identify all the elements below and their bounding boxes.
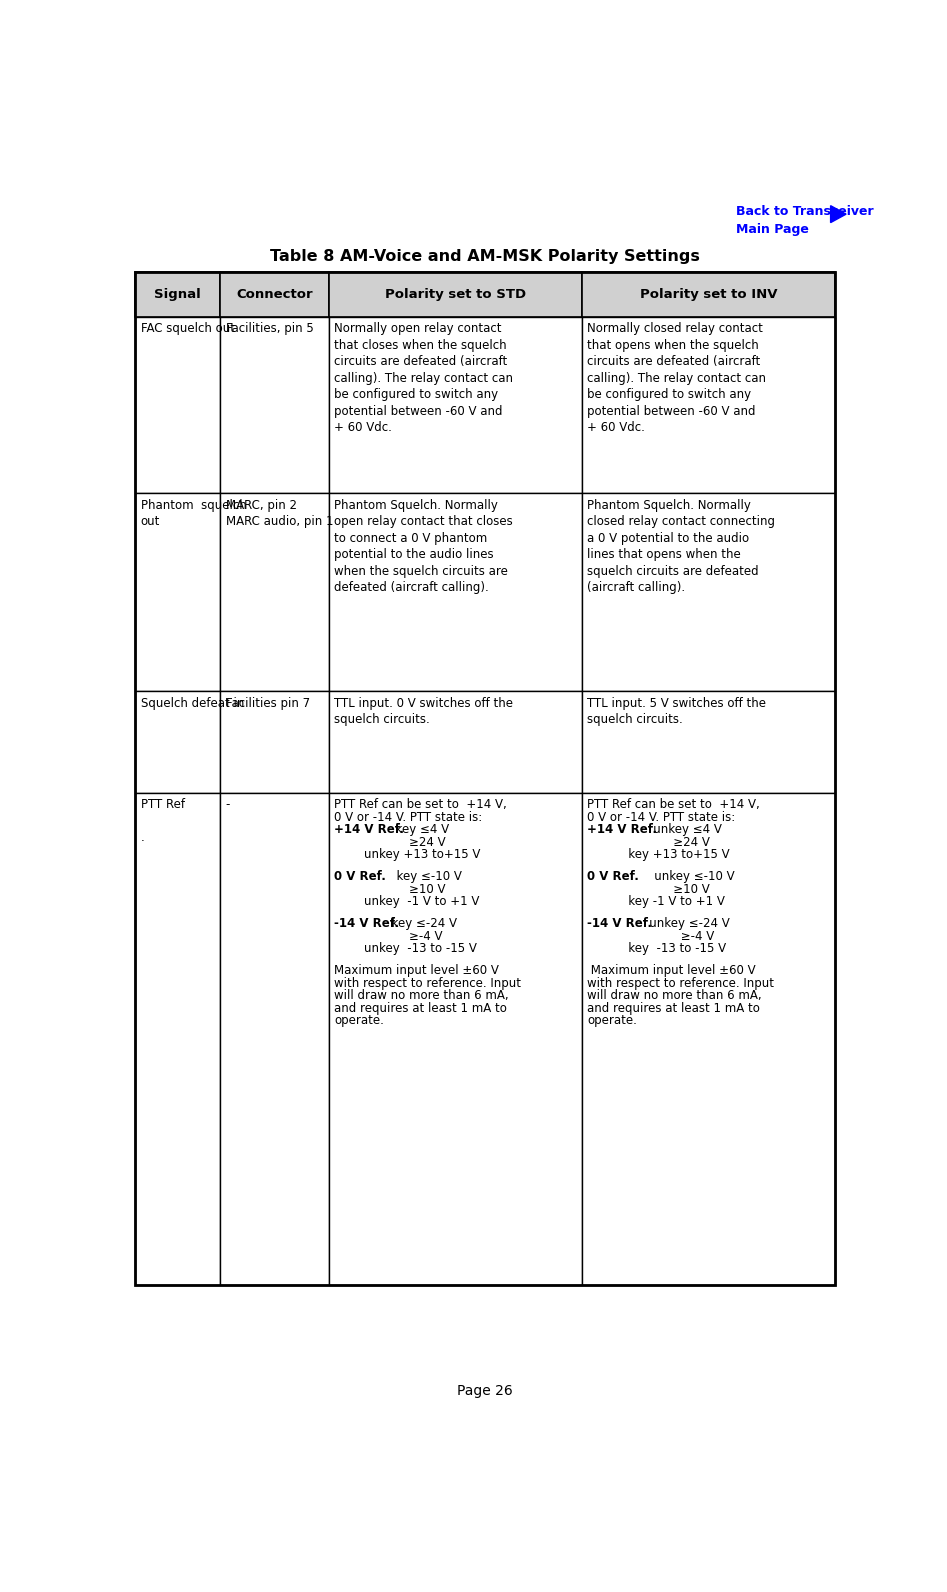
Text: +14 V Ref.: +14 V Ref. [587,823,657,836]
Text: Normally closed relay contact
that opens when the squelch
circuits are defeated : Normally closed relay contact that opens… [587,322,766,435]
Bar [135,317,220,494]
Text: with respect to reference. Input: with respect to reference. Input [334,977,521,990]
Text: ≥-4 V: ≥-4 V [334,930,442,942]
Text: -14 V Ref.: -14 V Ref. [334,917,399,930]
Text: Polarity set to INV: Polarity set to INV [640,288,777,301]
Bar [220,494,329,691]
Text: Facilities, pin 5: Facilities, pin 5 [225,322,313,336]
Text: ≥10 V: ≥10 V [334,884,445,896]
Text: ≥-4 V: ≥-4 V [587,930,715,942]
Text: ≥24 V: ≥24 V [334,836,446,849]
Text: Phantom Squelch. Normally
closed relay contact connecting
a 0 V potential to the: Phantom Squelch. Normally closed relay c… [587,498,776,594]
Text: Maximum input level ±60 V: Maximum input level ±60 V [587,965,756,977]
Bar [135,272,220,317]
Bar [135,691,220,793]
Text: key -1 V to +1 V: key -1 V to +1 V [587,895,725,909]
Bar [329,272,581,317]
Text: 0 V Ref.: 0 V Ref. [587,871,639,884]
Bar [581,317,835,494]
Text: unkey  -1 V to +1 V: unkey -1 V to +1 V [334,895,479,909]
Text: key ≤-10 V: key ≤-10 V [374,871,462,884]
Text: TTL input. 0 V switches off the
squelch circuits.: TTL input. 0 V switches off the squelch … [334,697,513,726]
Bar [220,691,329,793]
Text: Phantom Squelch. Normally
open relay contact that closes
to connect a 0 V phanto: Phantom Squelch. Normally open relay con… [334,498,512,594]
Text: +14 V Ref.: +14 V Ref. [334,823,404,836]
Text: ≥24 V: ≥24 V [587,836,710,849]
Bar [329,317,581,494]
Text: -14 V Ref.: -14 V Ref. [587,917,652,930]
Text: unkey ≤-24 V: unkey ≤-24 V [637,917,729,930]
Text: 0 V or -14 V. PTT state is:: 0 V or -14 V. PTT state is: [587,810,736,823]
Bar [220,272,329,317]
Text: TTL input. 5 V switches off the
squelch circuits.: TTL input. 5 V switches off the squelch … [587,697,766,726]
Text: unkey  -13 to -15 V: unkey -13 to -15 V [334,942,477,955]
Text: will draw no more than 6 mA,: will draw no more than 6 mA, [334,989,509,1003]
Bar [220,793,329,1285]
Bar [135,793,220,1285]
Bar [329,793,581,1285]
Text: -: - [225,798,230,810]
Text: with respect to reference. Input: with respect to reference. Input [587,977,775,990]
Bar [329,691,581,793]
Text: Back to Transceiver
Main Page: Back to Transceiver Main Page [736,205,874,236]
Text: and requires at least 1 mA to: and requires at least 1 mA to [587,1001,760,1016]
Polygon shape [831,205,846,223]
Text: key ≤-24 V: key ≤-24 V [384,917,457,930]
Text: key +13 to+15 V: key +13 to+15 V [587,849,730,861]
Text: PTT Ref

.: PTT Ref . [141,798,185,844]
Text: Maximum input level ±60 V: Maximum input level ±60 V [334,965,499,977]
Text: key  -13 to -15 V: key -13 to -15 V [587,942,726,955]
Bar [581,272,835,317]
Bar [329,494,581,691]
Text: unkey ≤-10 V: unkey ≤-10 V [628,871,734,884]
Text: operate.: operate. [334,1014,384,1027]
Bar [581,691,835,793]
Text: unkey ≤4 V: unkey ≤4 V [641,823,722,836]
Text: 0 V Ref.: 0 V Ref. [334,871,385,884]
Text: Normally open relay contact
that closes when the squelch
circuits are defeated (: Normally open relay contact that closes … [334,322,513,435]
Text: Polarity set to STD: Polarity set to STD [384,288,526,301]
Text: Page 26: Page 26 [457,1383,513,1398]
Bar [135,272,835,1285]
Bar [135,494,220,691]
Text: FAC squelch out: FAC squelch out [141,322,235,336]
Text: ≥10 V: ≥10 V [587,884,710,896]
Text: Connector: Connector [236,288,313,301]
Text: Phantom  squelch
out: Phantom squelch out [141,498,246,529]
Text: Facilities pin 7: Facilities pin 7 [225,697,310,710]
Text: Signal: Signal [154,288,201,301]
Bar [581,494,835,691]
Text: PTT Ref can be set to  +14 V,: PTT Ref can be set to +14 V, [587,798,760,810]
Text: operate.: operate. [587,1014,637,1027]
Text: key ≤4 V: key ≤4 V [388,823,450,836]
Text: 0 V or -14 V. PTT state is:: 0 V or -14 V. PTT state is: [334,810,482,823]
Text: will draw no more than 6 mA,: will draw no more than 6 mA, [587,989,762,1003]
Text: PTT Ref can be set to  +14 V,: PTT Ref can be set to +14 V, [334,798,507,810]
Text: Squelch defeat in: Squelch defeat in [141,697,244,710]
Bar [581,793,835,1285]
Bar [220,317,329,494]
Text: MARC, pin 2
MARC audio, pin 1: MARC, pin 2 MARC audio, pin 1 [225,498,333,529]
Text: and requires at least 1 mA to: and requires at least 1 mA to [334,1001,507,1016]
Text: Table 8 AM-Voice and AM-MSK Polarity Settings: Table 8 AM-Voice and AM-MSK Polarity Set… [271,248,700,264]
Text: unkey +13 to+15 V: unkey +13 to+15 V [334,849,480,861]
